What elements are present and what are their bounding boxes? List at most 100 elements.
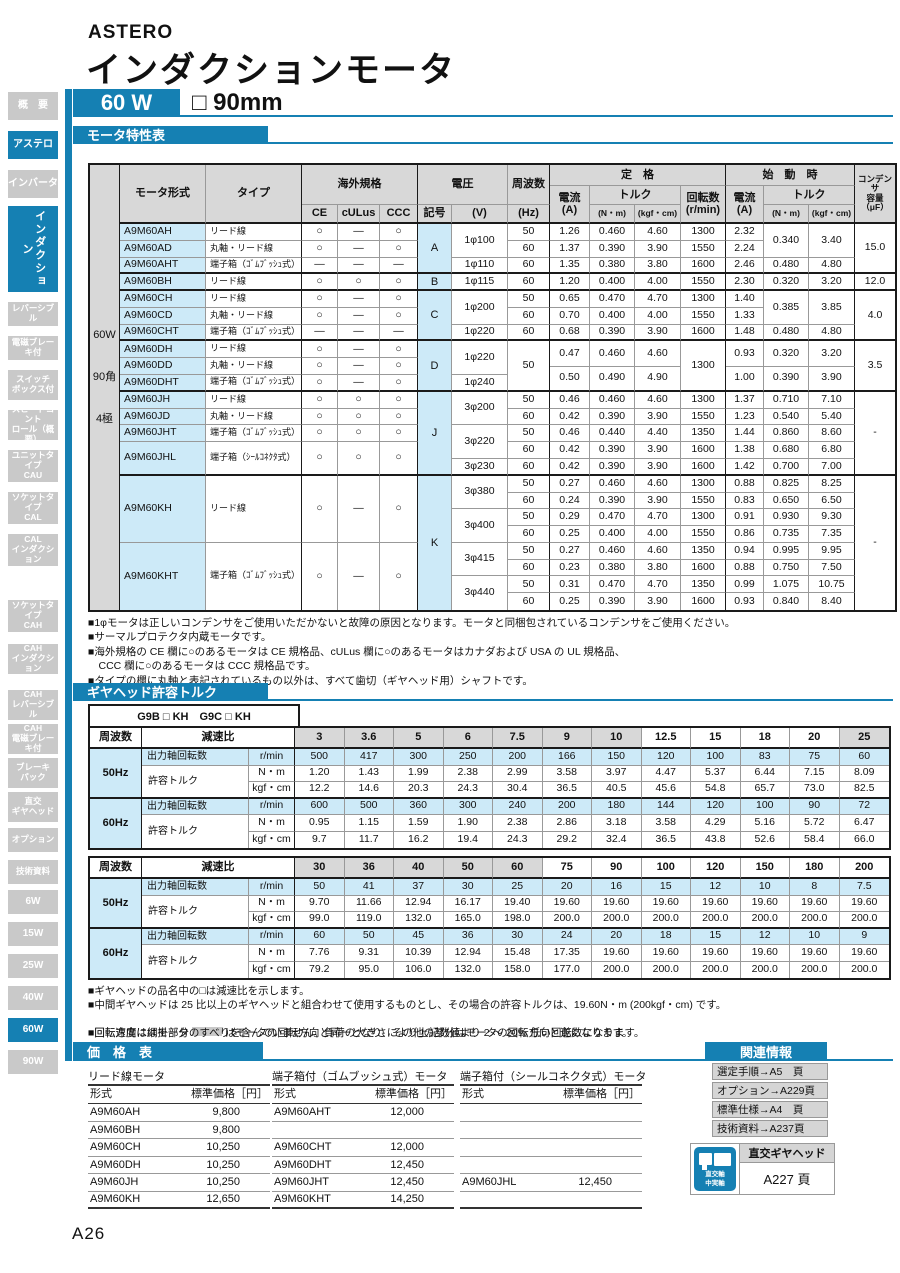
- sidebar-item-cah-reversible[interactable]: CAH レバーシブル: [8, 689, 58, 720]
- table-cell: 360: [394, 798, 444, 815]
- sidebar-item-cal-induction[interactable]: CAL インダクション: [8, 534, 58, 566]
- table-cell: 0.750: [764, 559, 809, 577]
- table-cell: 180: [790, 858, 840, 879]
- table-cell: 200.0: [790, 912, 840, 929]
- table-cell: 1600: [681, 442, 726, 459]
- table-cell: 36: [443, 928, 493, 945]
- table-cell: 8.25: [809, 475, 855, 493]
- table-cell: 200: [542, 798, 592, 815]
- table-cell: 60: [508, 458, 550, 476]
- table-cell: 1.23: [726, 408, 764, 426]
- table-cell: 0.93: [726, 593, 764, 610]
- table-cell: 12,450: [372, 1174, 454, 1192]
- table-cell: ○: [380, 224, 418, 241]
- table-cell: 4.00: [635, 274, 681, 292]
- table-cell: A9M60AD: [120, 240, 206, 258]
- table-cell: A9M60CH: [120, 291, 206, 308]
- sidebar-item-6w[interactable]: 6W: [8, 890, 58, 914]
- table-cell: リード線: [206, 291, 302, 308]
- related-link-selection[interactable]: 選定手順→A5 頁: [712, 1063, 828, 1080]
- sidebar-item-90w[interactable]: 90W: [8, 1050, 58, 1074]
- sidebar-item-astero[interactable]: アステロ: [8, 131, 58, 159]
- table-cell: 4.60: [635, 542, 681, 560]
- table-cell: 1550: [681, 240, 726, 258]
- sidebar-item-cah-brake[interactable]: CAH 電磁ブレーキ付: [8, 723, 58, 754]
- table-cell: 1φ110: [452, 257, 508, 275]
- table-cell: 2.24: [726, 240, 764, 258]
- sidebar-item-speedcontrol[interactable]: スピードコント ロール（概要）: [8, 405, 58, 444]
- gearhead-notes-b: ■回転速度にはモータのすべりを含んでいません。負荷の大きさにより上記数値より 2…: [88, 1027, 645, 1039]
- table-cell: A9M60DH: [88, 1157, 188, 1174]
- table-cell: ○: [380, 542, 418, 610]
- sidebar-item-rightangle-gearhead[interactable]: 直交 ギヤヘッド: [8, 792, 58, 822]
- table-cell: 0.390: [764, 366, 809, 392]
- table-cell: 0.390: [590, 240, 635, 258]
- sidebar-item-options[interactable]: オプション: [8, 828, 58, 852]
- sidebar-item-cah-induction[interactable]: CAH インダクション: [8, 643, 58, 674]
- sidebar-item-cah[interactable]: ソケットタイプ CAH: [8, 600, 58, 632]
- table-cell: [460, 1157, 642, 1174]
- sidebar-item-inverter[interactable]: インバータ: [8, 170, 58, 198]
- table-cell: A9M60CH: [88, 1139, 188, 1157]
- table-cell: 5.37: [691, 765, 741, 782]
- table-cell: 2.38: [443, 765, 493, 782]
- sidebar-item-overview[interactable]: 概 要: [8, 92, 58, 120]
- sidebar-item-induction[interactable]: インダクション: [8, 206, 58, 292]
- sidebar-item-40w[interactable]: 40W: [8, 986, 58, 1010]
- sidebar-item-brakepack[interactable]: ブレーキ パック: [8, 758, 58, 788]
- table-cell: 100: [691, 749, 741, 766]
- table-cell: 14.6: [344, 782, 394, 799]
- table-cell: —: [338, 324, 380, 342]
- table-cell: 45: [394, 928, 444, 945]
- table-cell: A9M60BH: [88, 1122, 188, 1139]
- table-cell: 73.0: [790, 782, 840, 799]
- table-cell: A9M60AHT: [272, 1104, 372, 1122]
- table-cell: 丸軸・リード線: [206, 408, 302, 426]
- related-link-technical[interactable]: 技術資料→A237頁: [712, 1120, 828, 1137]
- table-cell: 45.6: [641, 782, 691, 799]
- sidebar-item-brake-motor[interactable]: 電磁ブレーキ付: [8, 336, 58, 360]
- rightangle-gearhead-box[interactable]: 直交軸 中実軸 直交ギヤヘッド A227 頁: [690, 1143, 835, 1195]
- table-cell: 電流 (A): [726, 186, 764, 224]
- table-cell: 19.60: [740, 895, 790, 912]
- sidebar-item-cau[interactable]: ユニットタイプ CAU: [8, 450, 58, 482]
- sidebar-item-cal[interactable]: ソケットタイプ CAL: [8, 492, 58, 524]
- table-cell: ○: [302, 391, 338, 409]
- table-cell: リード線: [206, 391, 302, 409]
- table-cell: 0.320: [764, 274, 809, 292]
- sidebar-item-25w[interactable]: 25W: [8, 954, 58, 978]
- table-cell: リード線: [206, 341, 302, 359]
- table-cell: 3φ415: [452, 542, 508, 577]
- sidebar-item-technical[interactable]: 技術資料: [8, 860, 58, 884]
- table-cell: 0.460: [590, 341, 635, 367]
- table-cell: 丸軸・リード線: [206, 240, 302, 258]
- wattage-badge: 60 W: [73, 89, 180, 116]
- table-cell: 50: [508, 425, 550, 443]
- table-cell: 0.825: [764, 475, 809, 493]
- table-cell: 60: [508, 408, 550, 426]
- table-cell: ○: [380, 408, 418, 426]
- table-cell: 19.60: [790, 945, 840, 962]
- related-link-specs[interactable]: 標準仕様→A4 頁: [712, 1101, 828, 1118]
- sidebar-item-reversible[interactable]: レバーシブル: [8, 302, 58, 326]
- sidebar-item-15w[interactable]: 15W: [8, 922, 58, 946]
- related-link-options[interactable]: オプション→A229頁: [712, 1082, 828, 1099]
- table-cell: リード線: [206, 224, 302, 241]
- table-cell: 7.5: [839, 879, 889, 896]
- table-cell: 端子箱（ｺﾞﾑﾌﾞｯｼｭ式）: [206, 375, 302, 392]
- divider-line: [73, 699, 893, 701]
- table-cell: タイプ: [206, 165, 302, 224]
- table-cell: 3φ220: [452, 425, 508, 459]
- table-cell: r/min: [249, 928, 295, 945]
- table-cell: 0.50: [550, 366, 590, 392]
- table-cell: ○: [380, 375, 418, 392]
- table-cell: 1φ100: [452, 224, 508, 258]
- table-cell: 1600: [681, 324, 726, 342]
- table-cell: 9.95: [809, 542, 855, 560]
- sidebar-item-60w[interactable]: 60W: [8, 1018, 58, 1042]
- table-cell: 0.390: [590, 442, 635, 459]
- table-cell: 4.70: [635, 576, 681, 594]
- table-cell: CCC: [380, 205, 418, 224]
- table-cell: 0.93: [726, 341, 764, 367]
- sidebar-item-switchbox[interactable]: スイッチ ボックス付: [8, 370, 58, 400]
